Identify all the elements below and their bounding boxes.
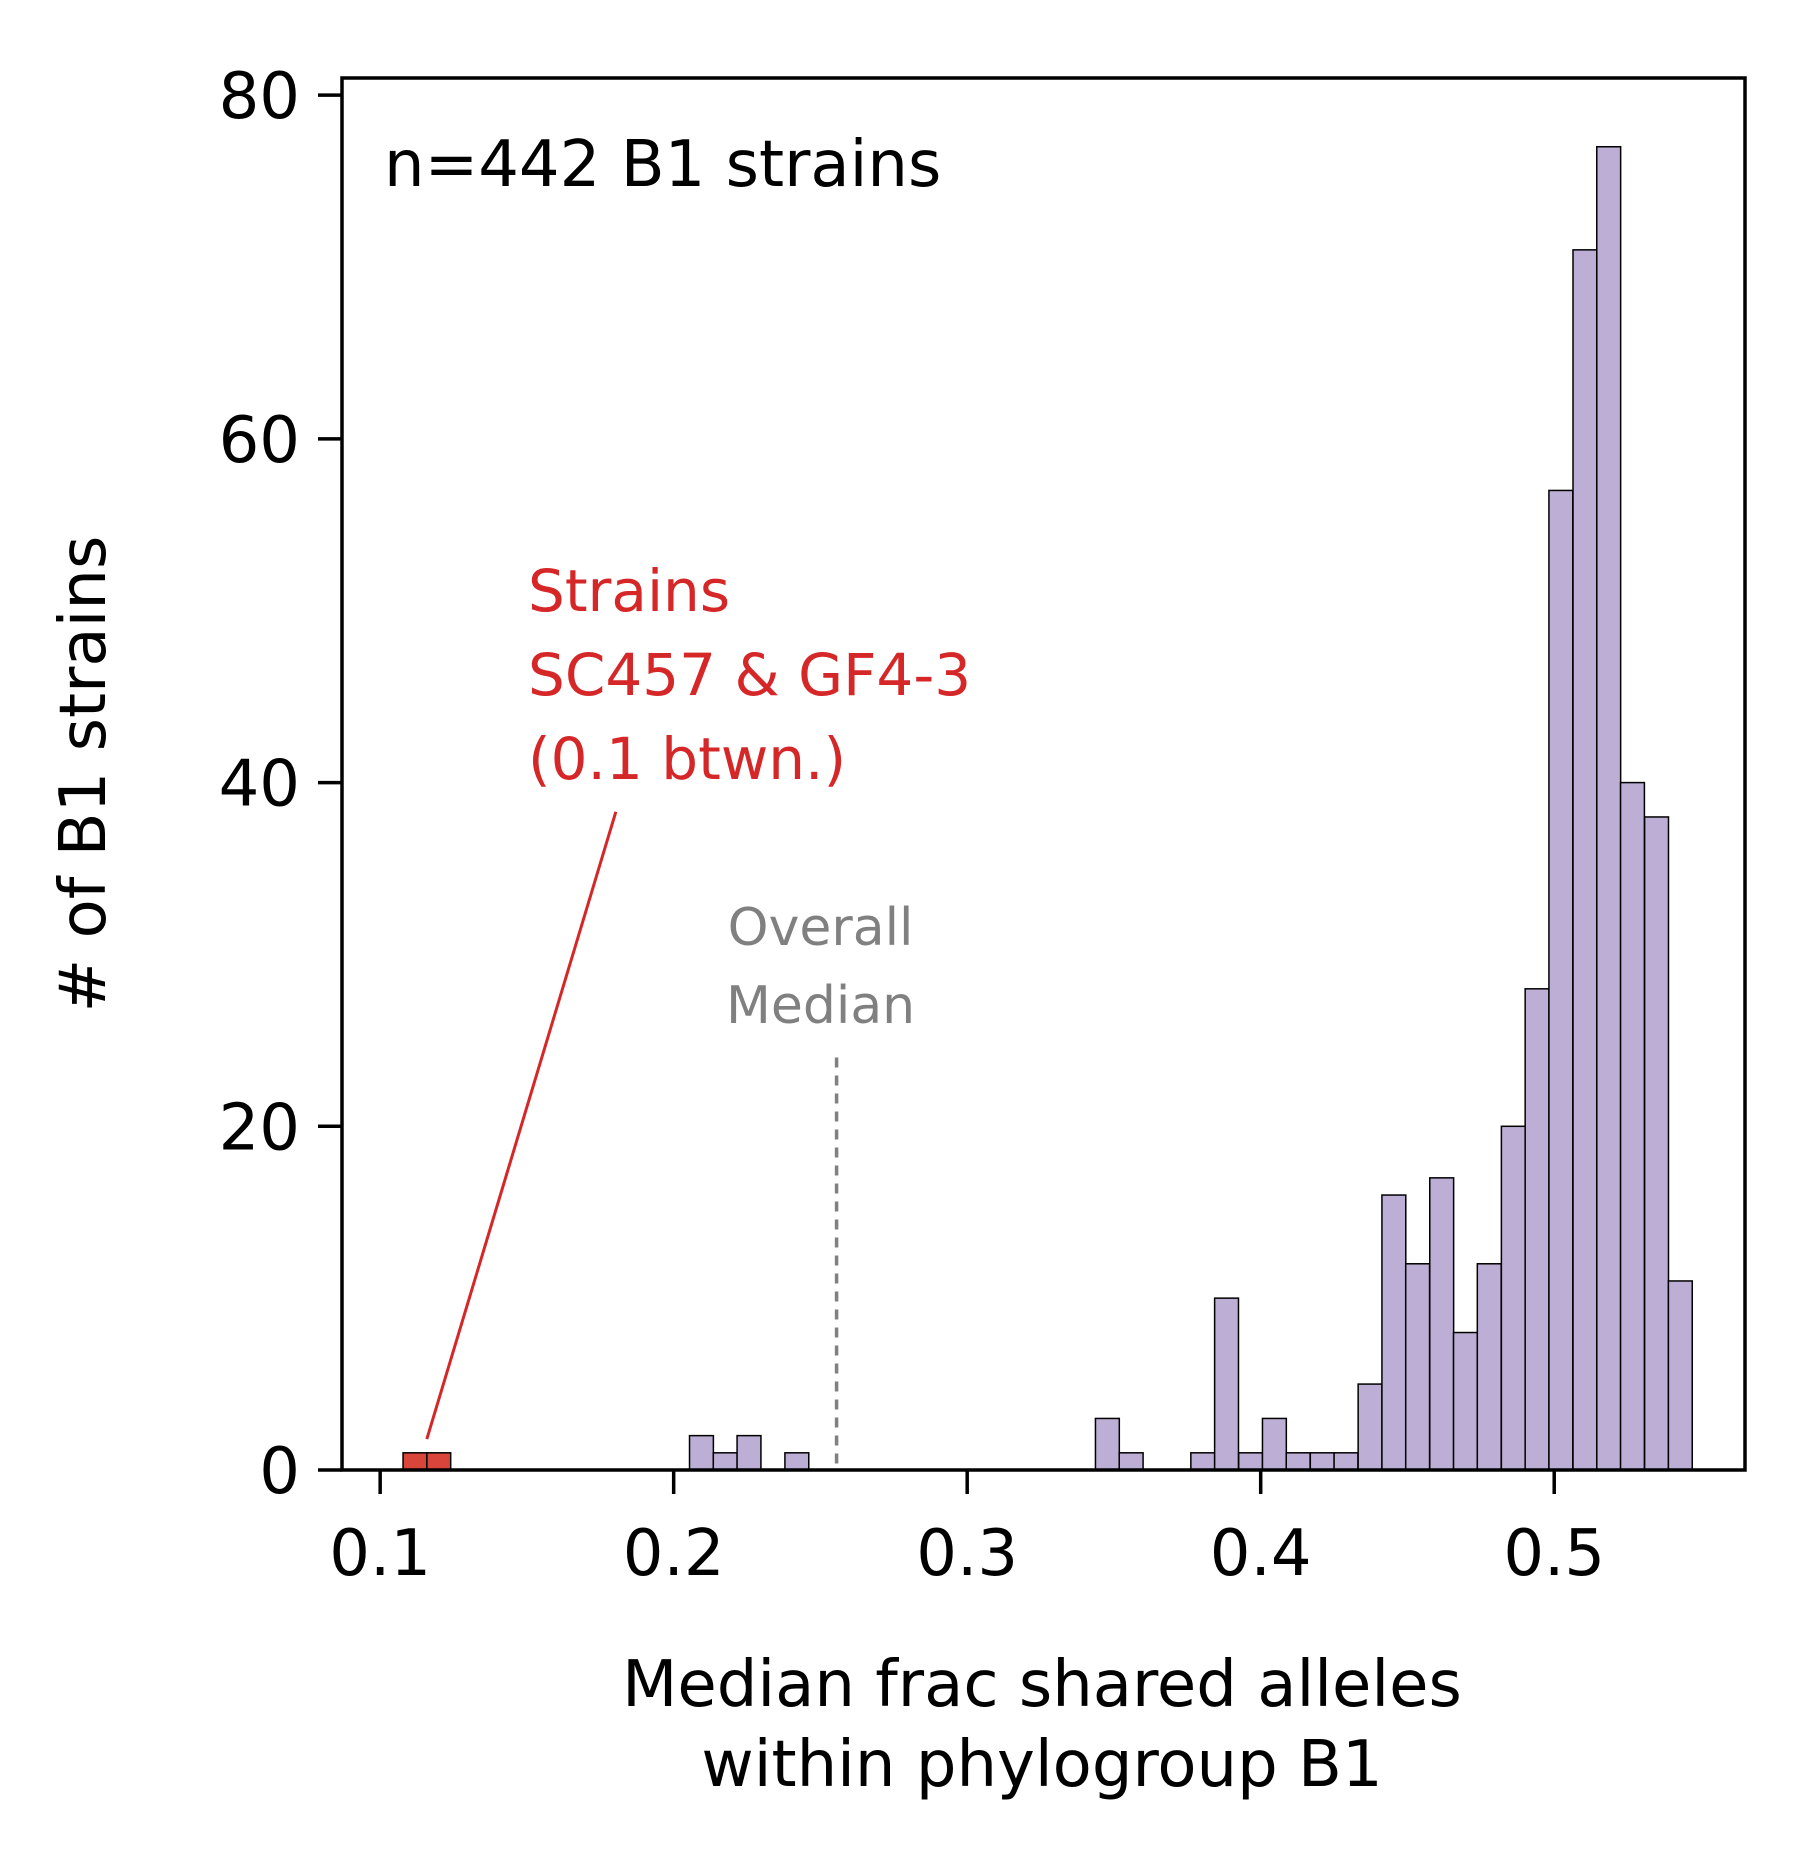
histogram-bar bbox=[1619, 781, 1646, 1471]
x-axis: 0.1 0.2 0.3 0.4 0.5 bbox=[329, 1470, 1605, 1591]
histogram-bar bbox=[1452, 1331, 1479, 1471]
y-tick-label: 0 bbox=[259, 1435, 300, 1509]
histogram-bar bbox=[688, 1434, 715, 1471]
y-tick-label: 20 bbox=[219, 1091, 300, 1165]
x-tick-label: 0.1 bbox=[329, 1517, 431, 1591]
x-axis-label-line: Median frac shared alleles bbox=[622, 1648, 1462, 1722]
histogram-bar bbox=[1548, 489, 1574, 1471]
histogram-bar bbox=[1476, 1263, 1502, 1471]
highlight-annotation: Strains SC457 & GF4-3 (0.1 btwn.) bbox=[425, 557, 971, 1440]
histogram-bar bbox=[1357, 1383, 1383, 1471]
y-tick-label: 60 bbox=[219, 404, 300, 478]
histogram-bar bbox=[1190, 1452, 1216, 1471]
x-tick-label: 0.4 bbox=[1210, 1517, 1312, 1591]
histogram-bar bbox=[712, 1452, 738, 1471]
median-label-line: Overall bbox=[728, 898, 914, 958]
highlight-label-line: (0.1 btwn.) bbox=[528, 725, 846, 793]
x-axis-label-line: within phylogroup B1 bbox=[701, 1728, 1382, 1802]
highlight-bar bbox=[402, 1452, 428, 1471]
median-marker: Overall Median bbox=[726, 898, 915, 1470]
highlight-label-line: SC457 & GF4-3 bbox=[528, 641, 971, 709]
histogram-bar bbox=[1118, 1452, 1144, 1471]
histogram-bar bbox=[1285, 1452, 1311, 1471]
histogram-bar bbox=[1596, 145, 1622, 1471]
histogram-bar bbox=[1524, 988, 1550, 1471]
highlight-pointer-line bbox=[425, 811, 618, 1440]
histogram-bar bbox=[1213, 1297, 1240, 1471]
x-tick-label: 0.2 bbox=[623, 1517, 725, 1591]
y-tick-label: 40 bbox=[219, 748, 300, 822]
histogram-bar bbox=[1667, 1280, 1694, 1471]
x-axis-label: Median frac shared alleles within phylogr… bbox=[622, 1648, 1462, 1802]
histogram-bar bbox=[736, 1434, 762, 1471]
histogram-bar bbox=[1572, 249, 1598, 1471]
highlight-label-line: Strains bbox=[528, 557, 730, 625]
y-tick-label: 80 bbox=[219, 60, 300, 134]
histogram-bar bbox=[784, 1452, 810, 1471]
histogram-bar bbox=[1404, 1263, 1431, 1471]
y-axis: 0 20 40 60 80 bbox=[219, 60, 342, 1509]
histogram-bar bbox=[1333, 1452, 1359, 1471]
histogram-bars bbox=[402, 145, 1694, 1471]
histogram-bar bbox=[1643, 816, 1670, 1471]
histogram-bar bbox=[1309, 1452, 1335, 1471]
x-tick-label: 0.3 bbox=[916, 1517, 1018, 1591]
plot-area-frame bbox=[340, 76, 1747, 1472]
histogram-bar bbox=[1237, 1452, 1264, 1471]
sample-size-annotation: n=442 B1 strains bbox=[384, 128, 941, 202]
histogram-bar bbox=[1429, 1177, 1455, 1471]
histogram-bar bbox=[1381, 1194, 1407, 1471]
x-tick-label: 0.5 bbox=[1503, 1517, 1605, 1591]
histogram-bar bbox=[1500, 1125, 1526, 1471]
highlight-bar bbox=[426, 1452, 452, 1471]
histogram-bar bbox=[1094, 1417, 1121, 1471]
y-axis-label: # of B1 strains bbox=[47, 536, 121, 1013]
median-label-line: Median bbox=[726, 976, 915, 1036]
histogram-bar bbox=[1261, 1417, 1288, 1471]
